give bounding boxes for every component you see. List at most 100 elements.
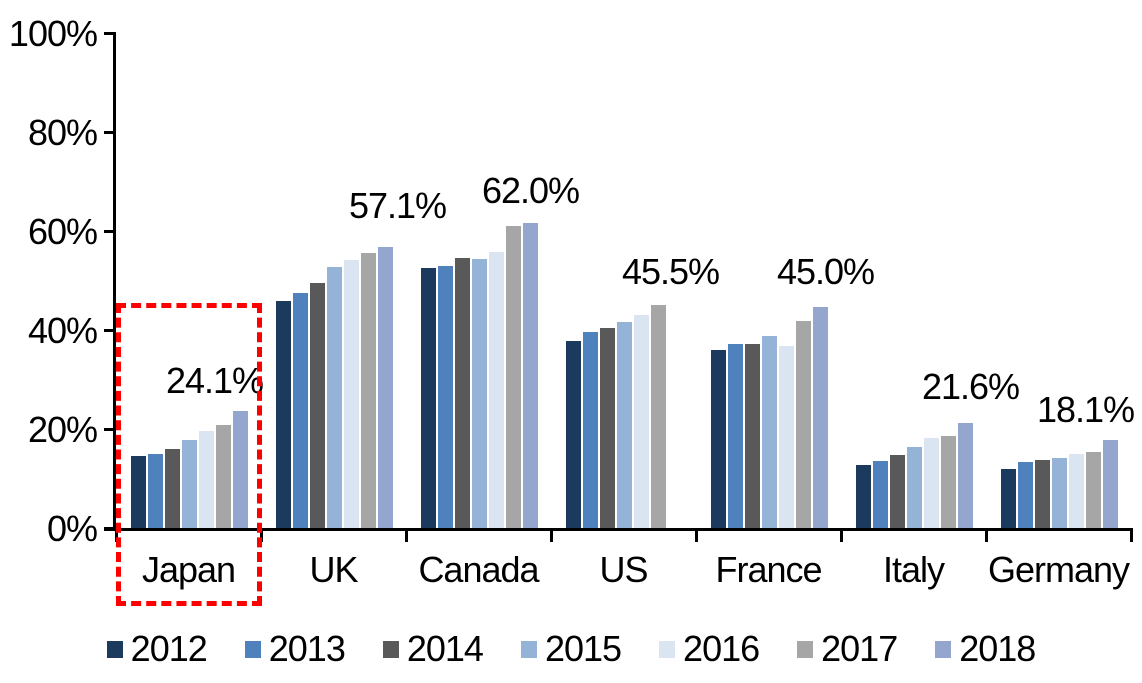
bar-uk-2018 <box>377 246 394 529</box>
category-label-japan: Japan <box>141 549 236 590</box>
y-axis-tick-label: 80% <box>27 112 98 153</box>
bar-italy-2018 <box>957 422 974 529</box>
bar-germany-2014 <box>1034 458 1051 529</box>
legend-swatch-2017 <box>797 640 814 658</box>
y-axis-tick-label: 60% <box>27 211 98 252</box>
data-label-italy: 21.6% <box>921 366 1020 408</box>
bar-italy-2014 <box>889 454 906 529</box>
highlight-box-japan <box>116 303 262 606</box>
bar-uk-2015 <box>326 266 343 529</box>
bar-france-2018 <box>812 306 829 529</box>
category-label-us: US <box>599 549 648 590</box>
x-axis-tickmark <box>695 528 698 542</box>
data-label-canada: 62.0% <box>481 170 580 212</box>
legend-label-2015: 2015 <box>544 628 622 669</box>
legend-item-2017: 2017 <box>797 628 898 669</box>
y-axis-tick-label: 40% <box>27 310 98 351</box>
legend-label-2016: 2016 <box>683 628 760 669</box>
data-label-us: 45.5% <box>621 250 720 292</box>
data-label-germany: 18.1% <box>1036 389 1135 431</box>
y-axis-tickmark <box>104 230 116 233</box>
y-axis-tickmark <box>104 329 116 332</box>
bar-france-2015 <box>761 335 778 529</box>
bar-uk-2012 <box>275 300 292 529</box>
bar-us-2016 <box>633 313 650 529</box>
y-axis-tickmark <box>104 428 116 431</box>
legend-label-2013: 2013 <box>268 628 346 669</box>
bar-germany-2013 <box>1017 461 1034 529</box>
y-axis-tick-label: 0% <box>46 508 98 549</box>
bar-italy-2012 <box>855 463 872 529</box>
bar-uk-2014 <box>309 281 326 529</box>
bar-italy-2015 <box>906 446 923 529</box>
bar-japan-2016 <box>198 430 215 529</box>
bar-italy-2016 <box>923 436 940 529</box>
y-axis <box>113 33 116 531</box>
bar-japan-2018 <box>232 409 249 529</box>
legend-swatch-2018 <box>935 640 952 658</box>
bar-france-2016 <box>778 344 795 529</box>
bar-germany-2018 <box>1102 439 1119 529</box>
category-label-uk: UK <box>309 549 358 590</box>
legend-label-2014: 2014 <box>406 628 484 669</box>
bar-us-2017 <box>650 303 667 529</box>
x-axis-tickmark <box>1130 528 1133 542</box>
x-axis-tickmark <box>405 528 408 542</box>
bar-japan-2014 <box>164 448 181 529</box>
bar-japan-2015 <box>181 438 198 529</box>
y-axis-tick-label: 100% <box>8 13 98 54</box>
bar-japan-2017 <box>215 423 232 529</box>
bar-italy-2013 <box>872 459 889 529</box>
bar-japan-2012 <box>130 454 147 529</box>
bar-canada-2013 <box>437 264 454 529</box>
data-label-japan: 24.1% <box>165 359 264 401</box>
legend-item-2013: 2013 <box>244 628 346 669</box>
data-label-france: 45.0% <box>776 251 875 293</box>
legend: 2012 2013 2014 2015 2016 2017 2018 <box>0 631 1142 667</box>
legend-swatch-2013 <box>244 640 261 658</box>
legend-label-2018: 2018 <box>959 628 1036 669</box>
legend-label-2017: 2017 <box>821 628 898 669</box>
bar-germany-2017 <box>1085 450 1102 529</box>
bar-canada-2018 <box>522 222 539 529</box>
bar-japan-2013 <box>147 453 164 529</box>
category-label-italy: Italy <box>882 549 945 590</box>
y-axis-tick-label: 20% <box>27 409 98 450</box>
bar-germany-2016 <box>1068 453 1085 529</box>
bar-canada-2016 <box>488 250 505 529</box>
bar-canada-2014 <box>454 257 471 529</box>
legend-swatch-2015 <box>520 640 537 658</box>
legend-swatch-2016 <box>659 640 676 658</box>
bar-uk-2013 <box>292 292 309 529</box>
bar-france-2013 <box>727 343 744 529</box>
category-label-france: France <box>715 549 822 590</box>
y-axis-tickmark <box>104 32 116 35</box>
x-axis <box>104 528 1133 531</box>
bar-us-2014 <box>599 327 616 529</box>
legend-item-2012: 2012 <box>106 628 208 669</box>
legend-label-2012: 2012 <box>130 628 208 669</box>
legend-swatch-2014 <box>382 640 399 658</box>
bar-germany-2015 <box>1051 456 1068 529</box>
bar-canada-2015 <box>471 258 488 529</box>
legend-item-2014: 2014 <box>382 628 484 669</box>
bar-us-2013 <box>582 331 599 529</box>
category-label-canada: Canada <box>418 549 539 590</box>
legend-item-2016: 2016 <box>659 628 760 669</box>
category-label-germany: Germany <box>987 549 1130 590</box>
legend-item-2018: 2018 <box>935 628 1036 669</box>
bar-uk-2016 <box>343 258 360 529</box>
y-axis-tickmark <box>104 131 116 134</box>
data-label-uk: 57.1% <box>348 185 447 227</box>
bar-us-2015 <box>616 321 633 529</box>
x-axis-tickmark <box>985 528 988 542</box>
bar-france-2017 <box>795 319 812 529</box>
legend-swatch-2012 <box>106 640 123 658</box>
bar-france-2014 <box>744 343 761 529</box>
bar-canada-2017 <box>505 224 522 529</box>
bar-germany-2012 <box>1000 467 1017 529</box>
bar-uk-2017 <box>360 252 377 529</box>
x-axis-tickmark <box>550 528 553 542</box>
x-axis-tickmark <box>840 528 843 542</box>
